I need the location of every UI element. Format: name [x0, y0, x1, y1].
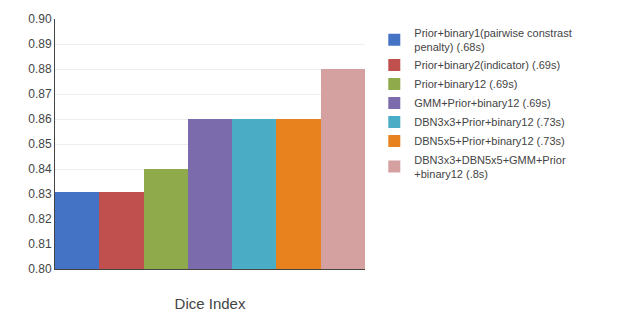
svg-text:Dice Index: Dice Index — [175, 295, 246, 312]
svg-text:Prior+binary12 (.69s): Prior+binary12 (.69s) — [414, 78, 517, 90]
svg-text:Prior+binary2(indicator) (.69s: Prior+binary2(indicator) (.69s) — [414, 59, 560, 71]
svg-text:0.82: 0.82 — [28, 212, 52, 226]
svg-text:0.81: 0.81 — [28, 237, 52, 251]
svg-text:DBN3x3+Prior+binary12 (.73s): DBN3x3+Prior+binary12 (.73s) — [414, 116, 564, 128]
svg-text:0.89: 0.89 — [28, 37, 52, 51]
svg-text:DBN3x3+DBN5x5+GMM+Prior+binary: DBN3x3+DBN5x5+GMM+Prior+binary12 (.8s) — [414, 154, 566, 180]
svg-text:0.84: 0.84 — [28, 162, 52, 176]
svg-text:GMM+Prior+binary12 (.69s): GMM+Prior+binary12 (.69s) — [414, 97, 550, 109]
svg-text:0.83: 0.83 — [28, 187, 52, 201]
svg-text:0.90: 0.90 — [28, 12, 52, 26]
svg-text:0.87: 0.87 — [28, 87, 52, 101]
svg-text:Prior+binary1(pairwise constra: Prior+binary1(pairwise constrastpenalty)… — [414, 27, 571, 53]
svg-text:0.86: 0.86 — [28, 112, 52, 126]
svg-text:DBN5x5+Prior+binary12 (.73s): DBN5x5+Prior+binary12 (.73s) — [414, 135, 564, 147]
svg-text:0.80: 0.80 — [28, 262, 52, 276]
svg-text:0.85: 0.85 — [28, 137, 52, 151]
svg-text:0.88: 0.88 — [28, 62, 52, 76]
